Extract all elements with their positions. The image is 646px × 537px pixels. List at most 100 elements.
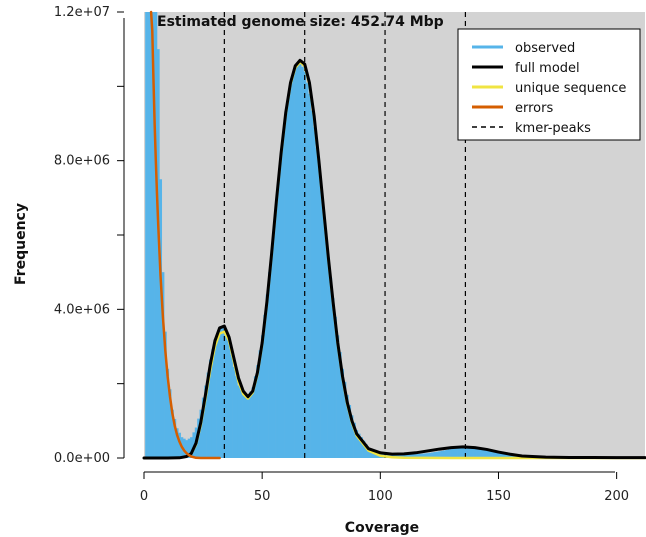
observed-bar: [175, 428, 179, 458]
observed-bar: [473, 448, 477, 458]
observed-bar: [483, 449, 486, 458]
observed-bar: [416, 454, 420, 458]
observed-bar: [471, 448, 474, 458]
observed-bar: [466, 448, 470, 458]
errors-line: [149, 10, 221, 460]
observed-bar: [225, 335, 229, 458]
observed-bar: [492, 451, 496, 458]
observed-bar: [468, 448, 472, 458]
axes: [123, 18, 615, 473]
observed-bar: [331, 298, 335, 458]
observed-bar: [227, 342, 231, 458]
observed-bar: [279, 153, 283, 459]
observed-bar: [409, 454, 413, 458]
observed-bar: [296, 64, 300, 458]
observed-bar: [168, 389, 172, 458]
observed-bar: [407, 454, 411, 458]
observed-bar: [494, 452, 498, 458]
observed-bar: [412, 454, 415, 458]
y-tick-label: 8.0e+06: [54, 154, 110, 169]
observed-bar: [263, 314, 266, 458]
observed-bar: [213, 339, 217, 458]
observed-bar: [149, 12, 153, 458]
observed-bar: [431, 452, 434, 458]
observed-bar: [502, 453, 505, 458]
legend: observed full model unique sequence erro…: [457, 28, 641, 141]
observed-bar: [334, 316, 337, 458]
observed-bar: [161, 272, 165, 458]
observed-bar: [249, 391, 252, 458]
observed-bar: [258, 350, 262, 458]
observed-bar: [315, 147, 318, 458]
observed-bar: [237, 385, 241, 458]
observed-bar: [256, 365, 259, 458]
observed-bar: [320, 190, 323, 458]
observed-bar: [478, 449, 482, 458]
observed-bar: [348, 405, 352, 458]
observed-bar: [338, 352, 342, 458]
observed-bar: [154, 12, 158, 458]
observed-bar: [312, 127, 316, 458]
observed-bar: [187, 438, 191, 458]
observed-bar: [204, 385, 207, 458]
observed-bar: [355, 430, 359, 459]
observed-bar: [260, 335, 264, 458]
observed-bar: [242, 394, 245, 458]
observed-bar: [364, 444, 368, 458]
observed-bar: [178, 432, 181, 458]
observed-bar: [461, 447, 465, 458]
x-tick-label: 100: [368, 489, 393, 504]
observed-bar: [232, 366, 236, 458]
y-tick-label: 1.2e+07: [54, 5, 110, 20]
observed-bar: [310, 110, 314, 459]
observed-bar: [426, 453, 430, 458]
observed-bar: [454, 448, 458, 458]
observed-bar: [343, 381, 347, 458]
observed-bar: [464, 447, 467, 458]
observed-bar: [246, 395, 250, 458]
full-model-line: [142, 58, 646, 460]
observed-bar: [265, 294, 269, 458]
observed-bar: [216, 333, 219, 458]
observed-bar: [286, 97, 290, 458]
observed-bar: [308, 93, 311, 459]
observed-bar: [275, 201, 278, 459]
observed-bar: [173, 418, 177, 458]
observed-bar: [164, 331, 167, 458]
observed-bar: [294, 65, 297, 458]
observed-bar: [199, 409, 203, 458]
observed-bar: [509, 454, 512, 458]
observed-bar: [490, 451, 493, 458]
observed-bar: [369, 448, 373, 458]
observed-bar: [398, 454, 401, 458]
observed-bar: [284, 112, 288, 458]
observed-bar: [272, 225, 276, 458]
observed-bar: [270, 249, 274, 458]
y-tick-label: 0.0e+00: [54, 451, 110, 466]
observed-bar: [405, 454, 408, 458]
observed-bar: [459, 448, 463, 458]
observed-bar: [346, 394, 349, 458]
observed-bar: [452, 448, 456, 458]
observed-bar: [206, 372, 210, 458]
ticks: 0 50 100 150 200 0.0e+00 4.0e+06 8.0e+06 1.2e+07: [54, 5, 629, 504]
observed-bar: [251, 387, 255, 458]
observed-bar: [324, 235, 328, 458]
observed-bar: [145, 12, 148, 458]
observed-bar: [438, 451, 441, 458]
observed-bar: [253, 376, 257, 458]
observed-bar: [445, 449, 448, 458]
observed-bar: [244, 394, 248, 458]
observed-bar: [190, 437, 193, 458]
observed-bar: [353, 422, 356, 458]
observed-bar: [362, 440, 366, 458]
observed-bar: [182, 438, 186, 458]
legend-label-errors: errors: [515, 101, 553, 116]
observed-bar: [218, 327, 222, 458]
observed-bar: [447, 449, 451, 458]
observed-bar: [268, 272, 271, 458]
observed-bar: [282, 132, 285, 459]
observed-bar: [234, 376, 238, 458]
observed-bar: [201, 397, 205, 458]
